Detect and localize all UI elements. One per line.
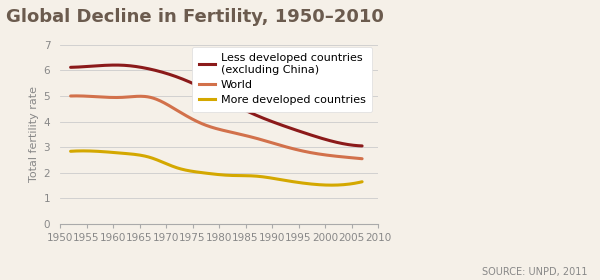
Legend: Less developed countries
(excluding China), World, More developed countries: Less developed countries (excluding Chin…: [192, 47, 373, 112]
Y-axis label: Total fertility rate: Total fertility rate: [29, 87, 40, 182]
Text: Global Decline in Fertility, 1950–2010: Global Decline in Fertility, 1950–2010: [6, 8, 384, 26]
Text: SOURCE: UNPD, 2011: SOURCE: UNPD, 2011: [482, 267, 588, 277]
